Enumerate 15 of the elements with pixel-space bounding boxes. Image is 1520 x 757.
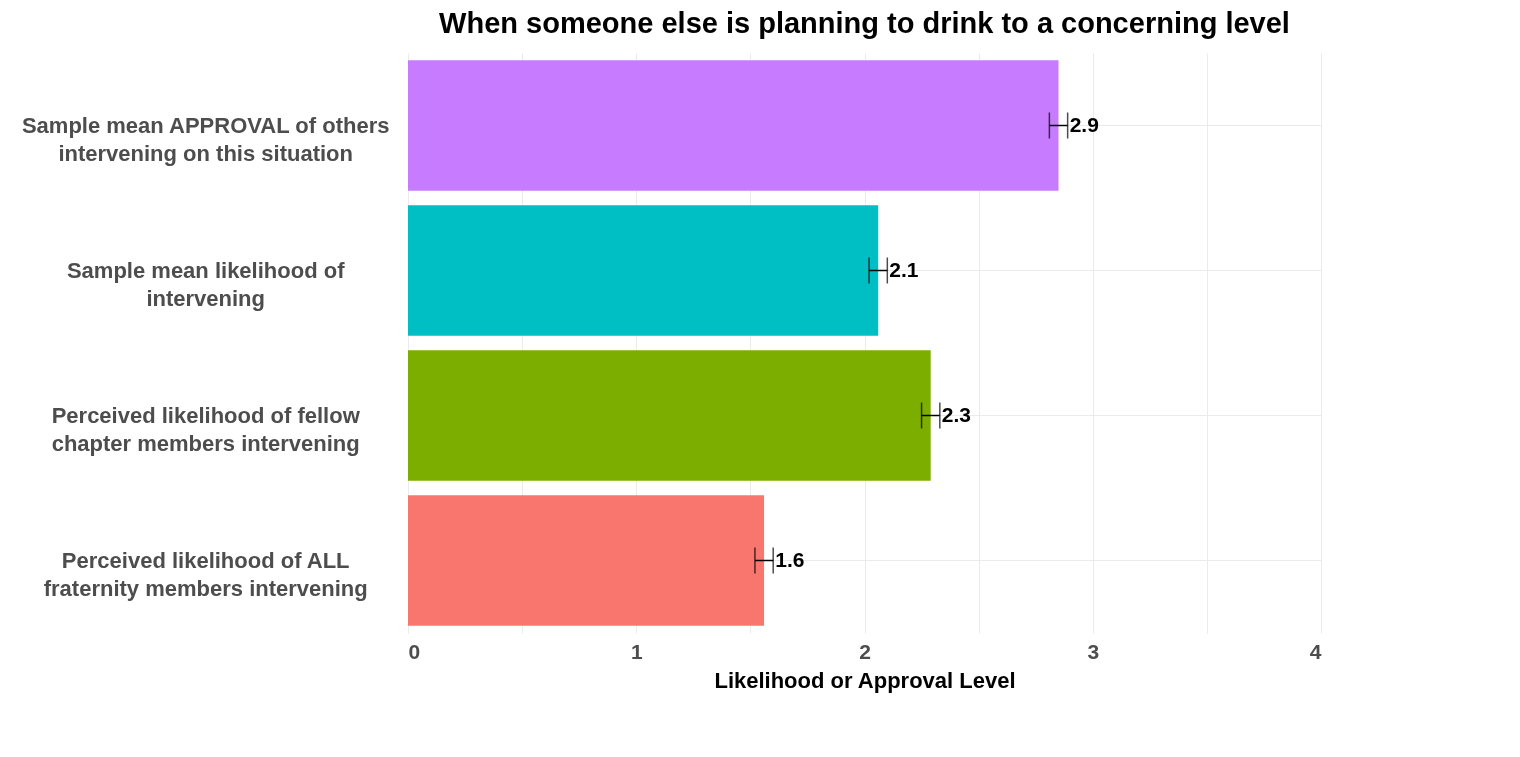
x-tick-label: 4 (1309, 639, 1322, 663)
x-tick-label: 2 (859, 639, 871, 663)
chart-title: When someone else is planning to drink to a concerning level (439, 7, 1290, 39)
y-tick-label: Sample mean APPROVAL of others intervening on this situation (21, 112, 390, 166)
data-label: 2.9 (1069, 112, 1099, 136)
x-axis-title: Likelihood or Approval Level (714, 667, 1016, 693)
y-tick-label: Perceived likelihood of ALL fraternity members intervening (43, 547, 368, 601)
x-tick-label: 3 (1087, 639, 1100, 663)
x-tick-label: 0 (408, 639, 421, 663)
data-label: 2.3 (941, 402, 972, 426)
y-tick-label: Perceived likelihood of fellow chapter members intervening (51, 402, 361, 456)
y-tick-label: Sample mean likelihood of intervening (66, 257, 346, 311)
data-label: 2.1 (889, 257, 919, 281)
x-tick-label: 1 (630, 639, 643, 663)
data-label: 1.6 (775, 547, 805, 571)
